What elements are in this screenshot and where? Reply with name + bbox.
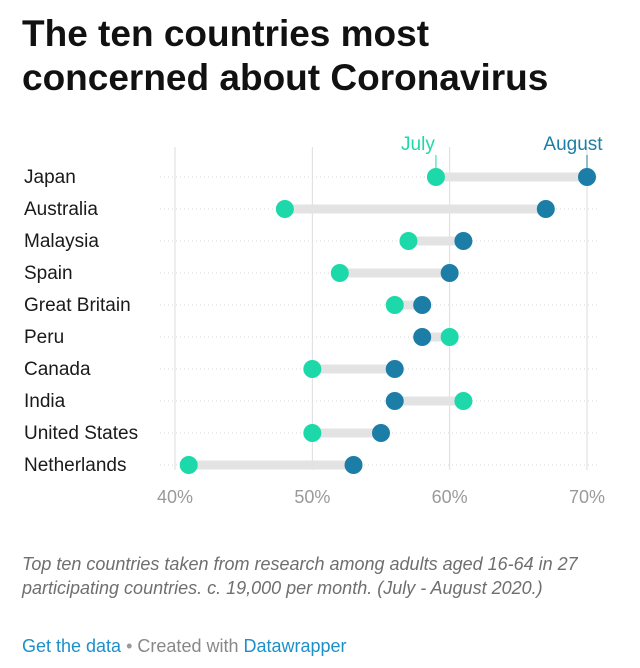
category-label: Japan (24, 167, 76, 188)
dot-july (454, 392, 473, 410)
dot-august (385, 392, 404, 410)
created-with-text: Created with (137, 636, 239, 656)
legend-august-label: August (543, 134, 603, 155)
dot-august (385, 360, 404, 378)
x-tick-label: 70% (569, 487, 605, 507)
get-the-data-link[interactable]: Get the data (22, 636, 122, 656)
x-tick-label: 60% (432, 487, 468, 507)
datawrapper-link[interactable]: Datawrapper (243, 636, 347, 656)
category-label: Netherlands (24, 455, 126, 476)
category-label: Spain (24, 263, 73, 284)
dot-july (426, 168, 445, 186)
chart-title: The ten countries most concerned about C… (22, 13, 549, 98)
legend-july-label: July (401, 134, 435, 155)
dot-july (179, 456, 198, 474)
chart-notes: Top ten countries taken from research am… (22, 554, 578, 598)
dot-august (344, 456, 363, 474)
category-label: Malaysia (24, 231, 99, 252)
x-tick-label: 50% (294, 487, 330, 507)
dot-august (413, 328, 432, 346)
category-label: Australia (24, 199, 98, 220)
dot-august (440, 264, 459, 282)
dot-august (413, 296, 432, 314)
dot-august (536, 200, 555, 218)
dot-august (372, 424, 390, 442)
category-label: Great Britain (24, 295, 131, 316)
footer-separator: • (126, 636, 133, 656)
dot-july (330, 264, 349, 282)
dot-july (440, 328, 459, 346)
dot-august (454, 232, 473, 250)
dot-july (385, 296, 404, 314)
dot-range-chart: 40% 50% 60% 70% July August Japan Australia Mala… (24, 134, 605, 507)
category-label: India (24, 391, 66, 412)
category-label: Peru (24, 327, 64, 348)
x-tick-label: 40% (157, 487, 193, 507)
dot-july (303, 360, 322, 378)
chart-footer: Get the data • Created with Datawrapper (22, 634, 347, 658)
dot-july (303, 424, 322, 442)
dot-august (578, 168, 596, 186)
category-label: United States (24, 423, 138, 444)
category-label: Canada (24, 359, 91, 380)
dot-july (275, 200, 294, 218)
dot-july (399, 232, 418, 250)
